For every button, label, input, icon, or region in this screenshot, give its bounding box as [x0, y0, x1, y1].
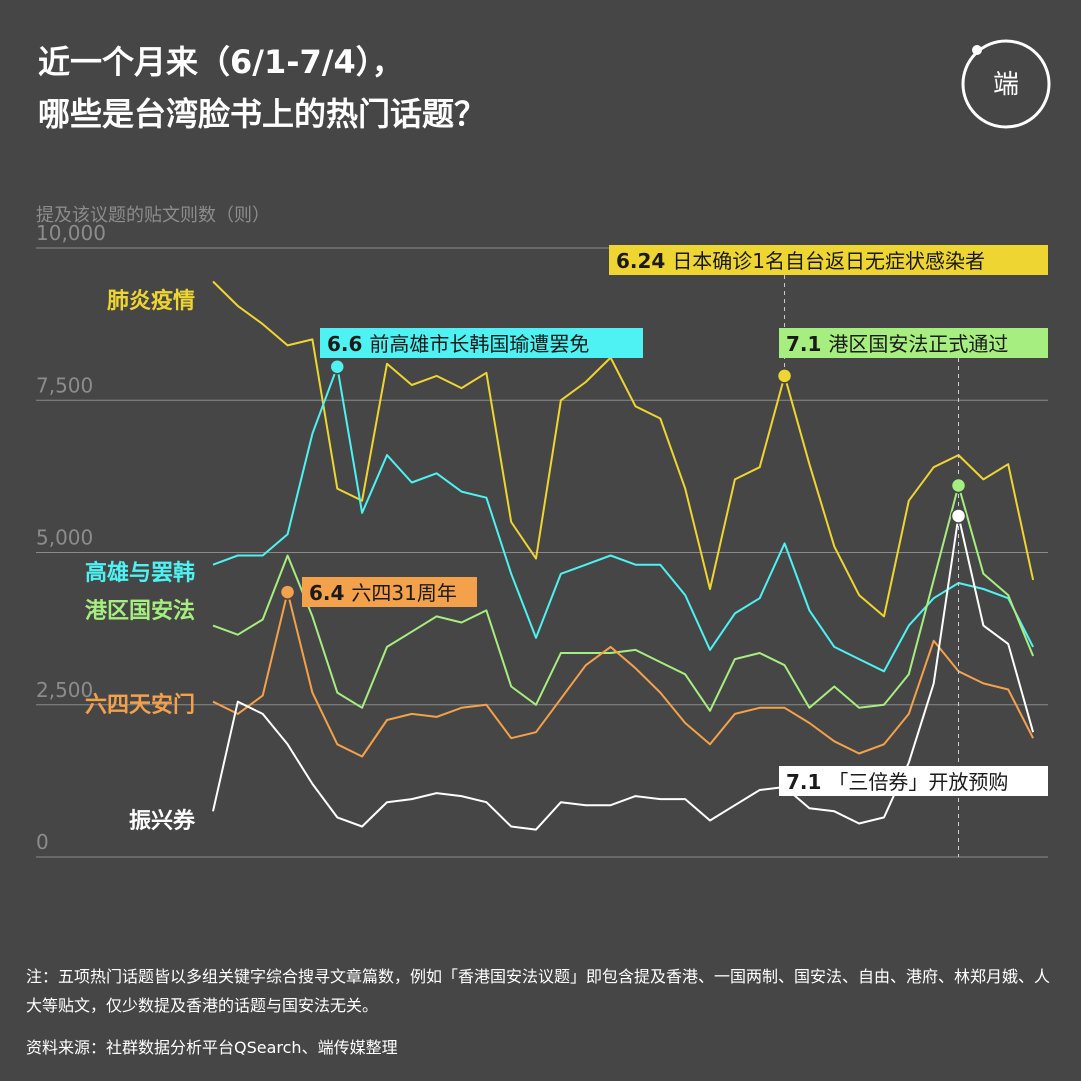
chart-title: 近一个月来（6/1-7/4）， 哪些是台湾脸书上的热门话题？	[38, 36, 918, 140]
callout-box	[320, 328, 643, 358]
callout-box	[779, 766, 1048, 796]
callout-text: 7.1 港区国安法正式通过	[786, 332, 1008, 356]
logo-text: 端	[993, 70, 1019, 100]
annotation-dot	[950, 508, 967, 524]
grid-layer: 0 2,500 5,000 7,500 10,000	[36, 221, 1048, 858]
y-tick-label: 0	[36, 830, 49, 854]
annotation-callout: 7.1 港区国安法正式通过	[779, 328, 1048, 358]
annotation-dot	[279, 584, 296, 600]
callout-description: 「三倍券」开放预购	[828, 770, 1008, 794]
annotation-callout: 6.4 六四31周年	[302, 577, 477, 607]
annotation-callout: 7.1 「三倍券」开放预购	[779, 766, 1048, 796]
annotation-dot	[950, 477, 967, 494]
annotation-callout: 6.6 前高雄市长韩国瑜遭罢免	[320, 328, 643, 358]
footnote: 注：五项热门话题皆以多组关键字综合搜寻文章篇数，例如「香港国安法议题」即包含提及…	[26, 967, 1051, 1015]
brand-logo-icon: 端	[961, 39, 1051, 129]
series-label: 六四天安门	[85, 692, 195, 718]
callout-date: 6.6	[327, 332, 369, 356]
annotation-dot	[329, 359, 345, 375]
series-label: 港区国安法	[85, 598, 195, 624]
callout-text: 7.1 「三倍券」开放预购	[786, 770, 1008, 794]
callout-text: 6.24 日本确诊1名自台返日无症状感染者	[616, 249, 985, 273]
annotation-dot	[776, 368, 793, 384]
y-tick-label: 7,500	[36, 373, 93, 397]
callout-box	[779, 328, 1048, 358]
y-tick-label: 5,000	[36, 526, 93, 550]
annotation-leaders	[784, 275, 959, 857]
annotation-callout: 6.24 日本确诊1名自台返日无症状感染者	[609, 245, 1048, 275]
callout-box	[609, 245, 1048, 275]
series-line	[212, 484, 1035, 712]
annotation-dots	[279, 359, 967, 600]
series-line	[212, 591, 1034, 758]
series-lines	[212, 280, 1035, 831]
series-line	[212, 365, 1034, 673]
series-label: 肺炎疫情	[107, 288, 195, 314]
y-axis-label: 提及该议题的贴文则数（则）	[36, 205, 270, 226]
callout-date: 7.1	[786, 332, 828, 356]
y-tick-label: 2,500	[36, 678, 93, 702]
callout-text: 6.4 六四31周年	[309, 581, 457, 605]
line-chart: 0 2,500 5,000 7,500 10,000 提及该议题的贴文则数（则） 肺炎疫…	[36, 205, 1048, 858]
callout-date: 7.1	[786, 770, 828, 794]
series-label: 振兴券	[129, 808, 196, 834]
callout-box	[302, 577, 477, 607]
callout-description: 前高雄市长韩国瑜遭罢免	[369, 332, 589, 356]
title-line-2: 哪些是台湾脸书上的热门话题？	[38, 95, 487, 133]
series-label: 高雄与罢韩	[85, 560, 195, 586]
callout-description: 六四31周年	[351, 581, 456, 605]
y-tick-label: 10,000	[36, 221, 106, 245]
callout-description: 港区国安法正式通过	[828, 332, 1008, 356]
annotation-callouts: 6.24 日本确诊1名自台返日无症状感染者 6.6 前高雄市长韩国瑜遭罢免 7.1 …	[302, 245, 1048, 796]
title-line-1: 近一个月来（6/1-7/4），	[38, 43, 404, 81]
series-line	[212, 280, 1035, 618]
callout-text: 6.6 前高雄市长韩国瑜遭罢免	[327, 332, 589, 356]
callout-date: 6.4	[309, 581, 351, 605]
callout-date: 6.24	[616, 249, 672, 273]
callout-description: 日本确诊1名自台返日无症状感染者	[672, 249, 985, 273]
source-line: 资料来源：社群数据分析平台QSearch、端传媒整理	[26, 1038, 398, 1057]
